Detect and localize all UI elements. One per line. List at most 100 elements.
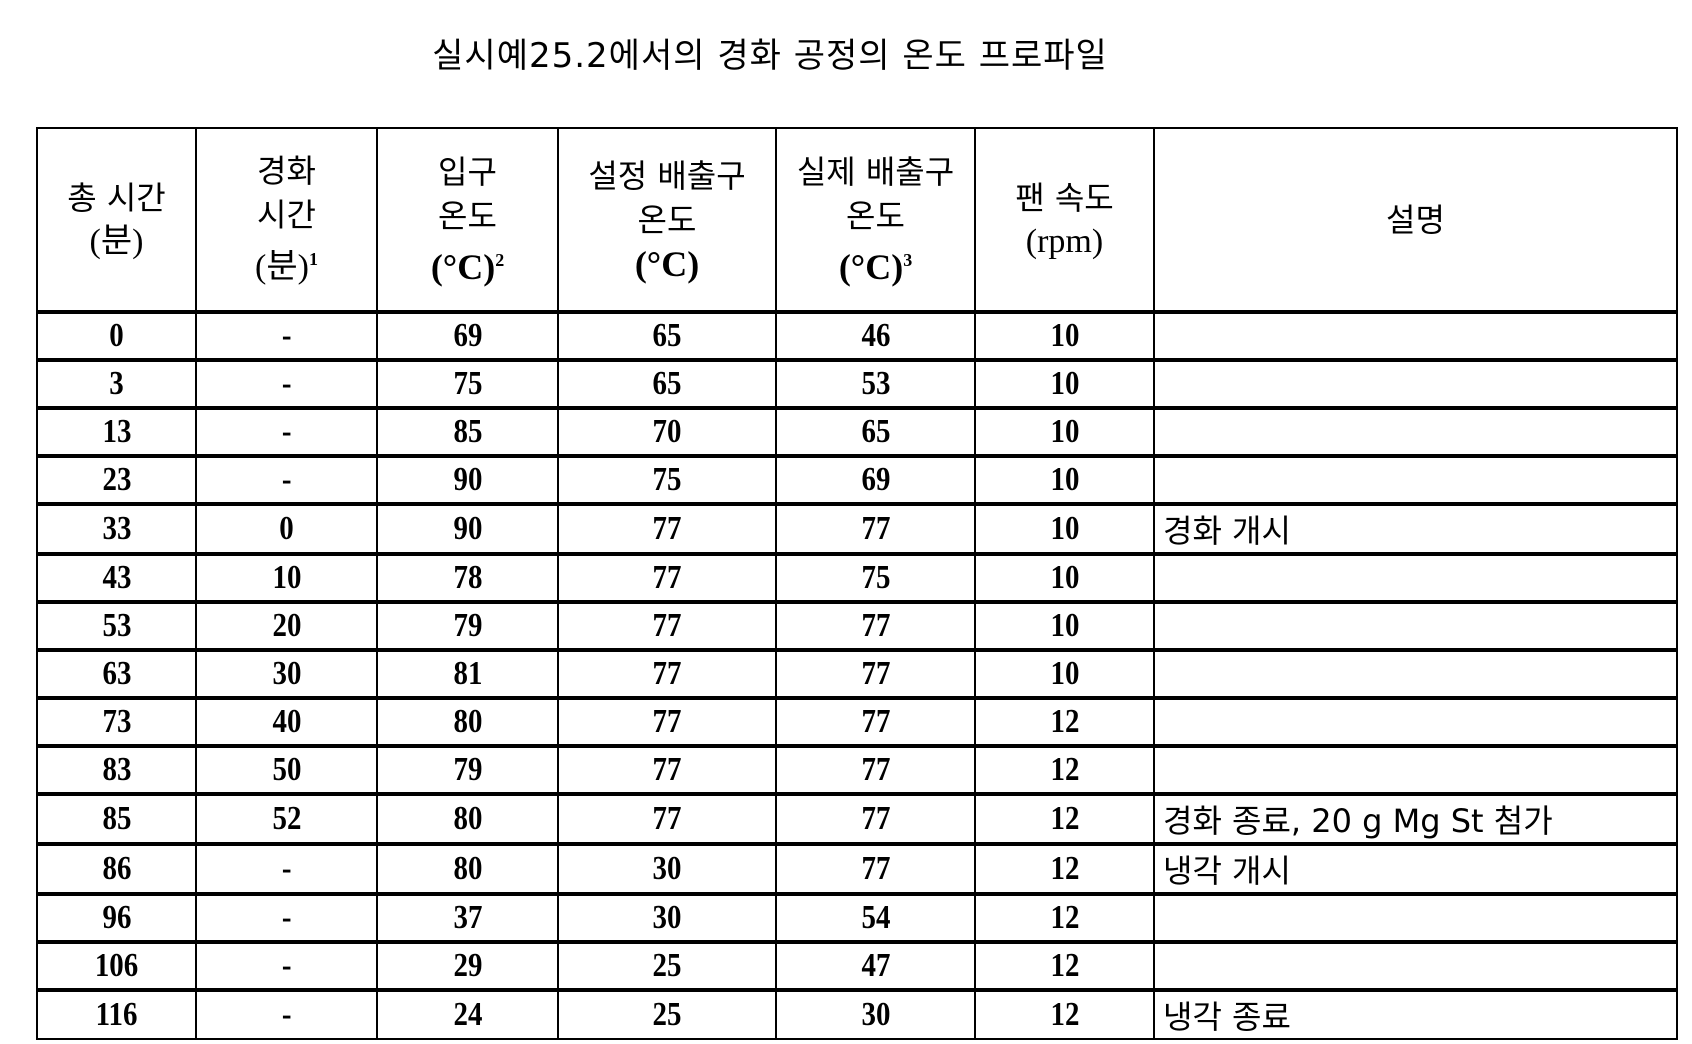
cell-fan-speed: 12: [975, 990, 1154, 1039]
header-label: 온도: [559, 198, 775, 242]
header-label: 설정 배출구: [559, 154, 775, 198]
cell-set-outlet-temp: 77: [558, 650, 776, 698]
cell-fan-speed: 12: [975, 894, 1154, 942]
header-unit: (°C): [431, 247, 495, 287]
cell-value: 30: [861, 996, 890, 1034]
cell-value: 37: [453, 899, 482, 937]
table-title: 실시예25.2에서의 경화 공정의 온도 프로파일: [0, 28, 1540, 77]
cell-cure-time: -: [196, 894, 377, 942]
header-label: 설명: [1155, 198, 1676, 242]
cell-value: 10: [1050, 413, 1079, 451]
cell-fan-speed: 10: [975, 456, 1154, 504]
cell-value: 52: [272, 800, 301, 838]
cell-description: 경화 개시: [1154, 504, 1677, 554]
cell-value: 81: [453, 655, 482, 693]
cell-total-time: 33: [37, 504, 196, 554]
cell-value: 77: [653, 703, 682, 741]
cell-value: 80: [453, 800, 482, 838]
cell-value: 30: [272, 655, 301, 693]
cell-value: -: [282, 850, 292, 888]
cell-fan-speed: 10: [975, 602, 1154, 650]
cell-description: 냉각 종료: [1154, 990, 1677, 1039]
cell-value: 23: [102, 461, 131, 499]
cell-total-time: 116: [37, 990, 196, 1039]
cell-value: 69: [861, 461, 890, 499]
cell-value: 77: [653, 655, 682, 693]
table-row: 734080777712: [37, 698, 1677, 746]
cell-description: [1154, 408, 1677, 456]
cell-value: 10: [1050, 317, 1079, 355]
header-actual-outlet-temp: 실제 배출구 온도 (°C)3: [776, 128, 975, 312]
cell-inlet-temp: 24: [377, 990, 558, 1039]
cell-cure-time: 20: [196, 602, 377, 650]
cell-value: -: [282, 461, 292, 499]
cell-total-time: 96: [37, 894, 196, 942]
cell-fan-speed: 10: [975, 504, 1154, 554]
cell-set-outlet-temp: 30: [558, 844, 776, 894]
cell-set-outlet-temp: 70: [558, 408, 776, 456]
cell-value: 106: [95, 947, 138, 985]
cell-inlet-temp: 69: [377, 312, 558, 360]
header-row: 총 시간 (분) 경화 시간 (분)1 입구 온도 (°C)2 설정 배출구 온…: [37, 128, 1677, 312]
cell-total-time: 43: [37, 554, 196, 602]
cell-value: 46: [861, 317, 890, 355]
cell-inlet-temp: 80: [377, 844, 558, 894]
table-row: 116-24253012냉각 종료: [37, 990, 1677, 1039]
cell-inlet-temp: 75: [377, 360, 558, 408]
cell-set-outlet-temp: 77: [558, 554, 776, 602]
cell-fan-speed: 12: [975, 794, 1154, 844]
cell-value: 43: [102, 559, 131, 597]
cell-total-time: 0: [37, 312, 196, 360]
cell-value: 77: [861, 751, 890, 789]
cell-value: 12: [1050, 996, 1079, 1034]
footnote-mark: 3: [903, 250, 912, 270]
cell-value: 0: [279, 510, 293, 548]
cell-value: 83: [102, 751, 131, 789]
cell-actual-outlet-temp: 77: [776, 602, 975, 650]
table-row: 23-90756910: [37, 456, 1677, 504]
cell-actual-outlet-temp: 54: [776, 894, 975, 942]
cell-inlet-temp: 80: [377, 698, 558, 746]
cell-cure-time: -: [196, 990, 377, 1039]
cell-cure-time: -: [196, 312, 377, 360]
cell-total-time: 85: [37, 794, 196, 844]
cell-value: 65: [653, 317, 682, 355]
cell-cure-time: -: [196, 456, 377, 504]
cell-inlet-temp: 79: [377, 602, 558, 650]
cell-value: 77: [861, 800, 890, 838]
cell-value: 29: [453, 947, 482, 985]
cell-value: 10: [272, 559, 301, 597]
table-row: 855280777712경화 종료, 20 g Mg St 첨가: [37, 794, 1677, 844]
table-row: 835079777712: [37, 746, 1677, 794]
table-row: 86-80307712냉각 개시: [37, 844, 1677, 894]
cell-inlet-temp: 85: [377, 408, 558, 456]
cell-value: 77: [861, 607, 890, 645]
cell-actual-outlet-temp: 77: [776, 746, 975, 794]
cell-value: 79: [453, 607, 482, 645]
table-row: 633081777710: [37, 650, 1677, 698]
cell-actual-outlet-temp: 53: [776, 360, 975, 408]
cell-value: 47: [861, 947, 890, 985]
cell-actual-outlet-temp: 75: [776, 554, 975, 602]
cell-set-outlet-temp: 77: [558, 746, 776, 794]
cell-value: 54: [861, 899, 890, 937]
cell-cure-time: 10: [196, 554, 377, 602]
cell-value: 65: [861, 413, 890, 451]
header-unit: (°C): [559, 242, 775, 286]
cell-value: 25: [653, 947, 682, 985]
cell-description: [1154, 312, 1677, 360]
cell-value: -: [282, 413, 292, 451]
cell-value: 50: [272, 751, 301, 789]
cell-inlet-temp: 78: [377, 554, 558, 602]
cell-fan-speed: 12: [975, 698, 1154, 746]
table-row: 532079777710: [37, 602, 1677, 650]
cell-total-time: 86: [37, 844, 196, 894]
cell-actual-outlet-temp: 77: [776, 844, 975, 894]
header-label: 총 시간: [38, 176, 195, 220]
cell-total-time: 106: [37, 942, 196, 990]
cell-set-outlet-temp: 30: [558, 894, 776, 942]
cell-fan-speed: 12: [975, 942, 1154, 990]
cell-value: 30: [653, 899, 682, 937]
cell-value: -: [282, 317, 292, 355]
cell-total-time: 83: [37, 746, 196, 794]
